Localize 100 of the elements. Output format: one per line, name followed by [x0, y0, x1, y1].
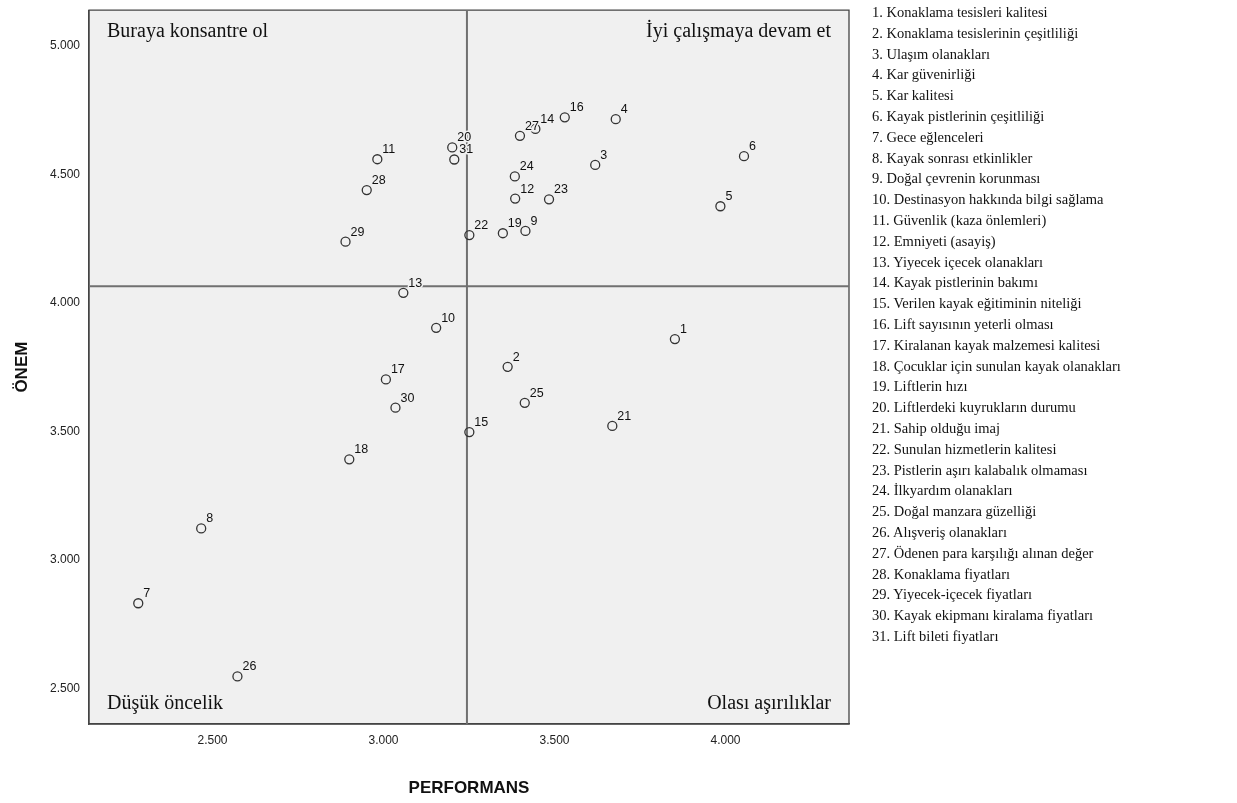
point — [340, 236, 351, 247]
point — [520, 225, 531, 237]
point — [464, 426, 475, 438]
x-tick-label: 4.000 — [710, 732, 741, 747]
text: 30. Kayak ekipmanı kiralama fiyatları — [872, 606, 1095, 626]
point — [607, 420, 618, 432]
text: 24. İlkyardım olanakları — [872, 481, 1014, 501]
text: 6. Kayak pistlerinin çeşitliliği — [872, 107, 1046, 126]
annotation: 18 — [354, 442, 369, 457]
text: 12. Emniyeti (asayiş) — [872, 231, 997, 251]
point — [344, 454, 355, 465]
text: 10. Destinasyon hakkında bilgi sağlama — [872, 190, 1105, 210]
text: 16. Lift sayısının yeterli olması — [872, 314, 1055, 334]
point — [232, 671, 243, 682]
text: 8. Kayak sonrası etkinlikler — [872, 148, 1034, 168]
annotation: 14 — [540, 111, 555, 126]
annotation: 25 — [529, 385, 544, 400]
point — [559, 112, 570, 123]
point — [361, 184, 372, 196]
annotation: 12 — [520, 181, 535, 196]
annotation: 22 — [474, 218, 489, 233]
point — [738, 151, 750, 162]
y-tick-label: 5.000 — [49, 38, 81, 53]
text: 26. Alışveriş olanakları — [872, 522, 1008, 542]
point — [715, 201, 726, 212]
point — [510, 193, 521, 204]
annotation: Düşük öncelik — [107, 691, 224, 715]
point — [519, 397, 530, 408]
annotation: 29 — [350, 224, 365, 239]
point — [590, 159, 601, 171]
annotation: 8 — [206, 511, 214, 526]
point — [447, 142, 458, 153]
x-tick-label: 3.500 — [539, 732, 570, 747]
annotation: 11 — [382, 142, 396, 157]
annotation: 4 — [620, 102, 628, 117]
point — [398, 287, 409, 298]
point — [464, 229, 475, 241]
text: 15. Verilen kayak eğitiminin niteliği — [872, 294, 1083, 314]
point — [543, 194, 555, 205]
annotation: 21 — [617, 408, 632, 423]
annotation: Buraya konsantre ol — [107, 19, 269, 43]
annotation: İyi çalışmaya devam et — [646, 19, 832, 43]
point — [390, 402, 401, 413]
y-tick-label: 3.000 — [49, 552, 81, 567]
annotation: 3 — [600, 147, 608, 162]
annotation: 15 — [474, 415, 489, 430]
annotation: 16 — [569, 100, 584, 115]
x-tick-label: 3.000 — [368, 732, 399, 747]
point — [514, 130, 526, 141]
annotation: 2 — [512, 349, 520, 364]
y-tick-label: 3.500 — [49, 423, 81, 438]
y-tick-label: 2.500 — [49, 680, 81, 695]
text: 3. Ulaşım olanakları — [872, 44, 991, 64]
point — [380, 374, 392, 385]
point — [497, 228, 509, 239]
text: 11. Güvenlik (kaza önlemleri) — [872, 210, 1048, 230]
text: 20. Liftlerdeki kuyrukların durumu — [872, 398, 1077, 418]
annotation: Olası aşırılıklar — [707, 691, 832, 715]
annotation: 6 — [749, 139, 756, 154]
annotation: 23 — [554, 182, 568, 197]
point — [509, 171, 520, 182]
annotation: 26 — [242, 659, 257, 674]
point — [372, 154, 383, 165]
point — [431, 322, 442, 333]
point — [196, 523, 207, 534]
text: 5. Kar kalitesi — [872, 86, 955, 106]
point — [449, 154, 460, 165]
y-tick-label: 4.500 — [49, 166, 81, 181]
y-tick-label: 4.000 — [49, 295, 81, 310]
x-tick-label: 2.500 — [197, 732, 228, 747]
annotation: 1 — [679, 322, 687, 337]
text: 18. Çocuklar için sunulan kayak olanakları — [872, 356, 1121, 376]
point — [133, 598, 144, 609]
text: 28. Konaklama fiyatları — [872, 564, 1012, 584]
annotation: 7 — [143, 586, 151, 601]
y-axis-title: ÖNEM — [11, 341, 31, 393]
text: 17. Kiralanan kayak malzemesi kalitesi — [872, 335, 1102, 355]
text: 31. Lift bileti fiyatları — [872, 626, 1000, 646]
text: 2. Konaklama tesislerinin çeşitliliği — [872, 23, 1080, 43]
text: 7. Gece eğlenceleri — [872, 127, 985, 147]
text: 13. Yiyecek içecek olanakları — [872, 252, 1044, 272]
annotation: 17 — [390, 362, 405, 377]
text: 22. Sunulan hizmetlerin kalitesi — [872, 439, 1058, 459]
annotation: 9 — [530, 213, 538, 228]
text: 9. Doğal çevrenin korunması — [872, 169, 1042, 189]
point — [669, 333, 681, 345]
text: 23. Pistlerin aşırı kalabalık olmaması — [872, 460, 1089, 480]
text: 4. Kar güvenirliği — [872, 65, 977, 85]
annotation: 28 — [371, 173, 386, 188]
x-axis-title: PERFORMANS — [408, 778, 530, 798]
text: 25. Doğal manzara güzelliği — [872, 502, 1038, 522]
point — [610, 114, 621, 125]
text: 19. Liftlerin hızı — [872, 377, 969, 397]
annotation: 5 — [725, 189, 733, 204]
point — [502, 361, 513, 372]
annotation: 30 — [400, 390, 415, 405]
text: 14. Kayak pistlerinin bakımı — [872, 273, 1039, 293]
text: 27. Ödenen para karşılığı alınan değer — [872, 543, 1095, 563]
text: 1. Konaklama tesisleri kalitesi — [872, 3, 1049, 22]
text: 29. Yiyecek-içecek fiyatları — [872, 585, 1034, 605]
